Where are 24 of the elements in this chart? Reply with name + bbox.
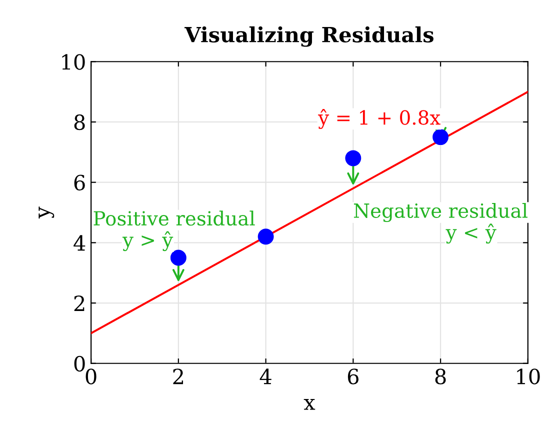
annotation: y > ŷ [122,231,174,252]
annotation: y < ŷ [446,224,496,244]
y-axis-title: y [38,206,54,218]
chart-title: Visualizing Residuals [184,26,434,47]
y-tick-label: 10 [62,54,85,70]
x-tick-label: 6 [348,368,358,384]
y-tick-label: 0 [74,356,85,372]
annotation: Negative residual [354,202,528,222]
x-tick-label: 0 [86,368,96,384]
x-axis-title: x [304,398,316,410]
y-tick-label: 6 [74,174,85,191]
x-tick-label: 8 [435,368,446,384]
y-tick-label: 2 [74,295,84,311]
point [170,250,186,266]
point [345,150,362,166]
y-tick-label: 4 [74,235,86,251]
y-tick-label: 8 [74,114,85,130]
x-tick-label: 4 [260,368,272,384]
annotation: Positive residual [94,210,255,226]
x-tick-label: 10 [517,368,540,384]
point [258,228,274,245]
point [432,129,449,146]
x-tick-label: 2 [173,368,184,384]
annotation: ŷ = 1 + 0.8x [318,109,440,129]
